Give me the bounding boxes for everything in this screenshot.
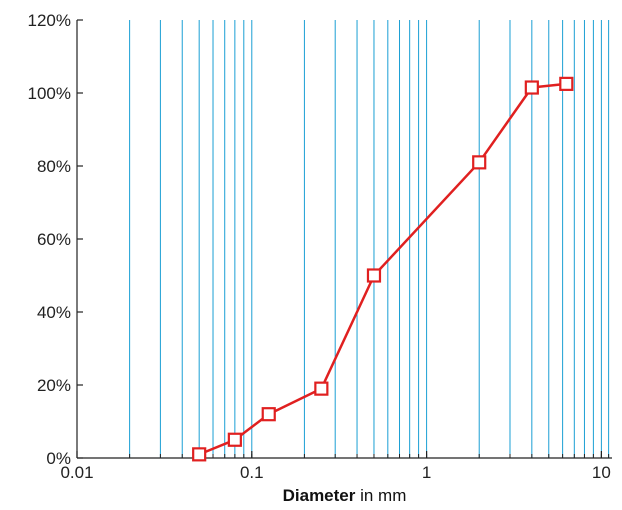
gridlines bbox=[129, 20, 610, 458]
data-point bbox=[524, 80, 539, 95]
x-axis-label: Diameter in mm bbox=[283, 486, 407, 505]
y-tick-label: 40% bbox=[37, 303, 71, 322]
series-layer bbox=[192, 76, 574, 462]
x-tick-label: 0.1 bbox=[240, 463, 264, 482]
x-tick-label: 0.01 bbox=[60, 463, 93, 482]
data-point bbox=[472, 155, 487, 170]
tick-labels: 0% 20% 40% 60% 80% 100% 120% 0.01 0.1 1 10 bbox=[28, 11, 611, 482]
data-point bbox=[366, 268, 382, 283]
x-tick-label: 10 bbox=[592, 463, 611, 482]
y-tick-label: 0% bbox=[46, 449, 71, 468]
data-point bbox=[227, 432, 242, 447]
x-tick-label: 1 bbox=[422, 463, 431, 482]
data-point bbox=[261, 407, 276, 422]
y-tick-label: 60% bbox=[37, 230, 71, 249]
y-tick-label: 20% bbox=[37, 376, 71, 395]
x-axis-label-bold: Diameter bbox=[283, 486, 356, 505]
data-point bbox=[314, 381, 329, 396]
y-tick-label: 120% bbox=[28, 11, 71, 30]
series-line bbox=[198, 82, 567, 456]
x-axis-label-rest: in mm bbox=[355, 486, 406, 505]
y-tick-label: 100% bbox=[28, 84, 71, 103]
y-tick-label: 80% bbox=[37, 157, 71, 176]
axes bbox=[76, 19, 612, 459]
data-point bbox=[192, 447, 207, 462]
data-point bbox=[559, 76, 574, 91]
